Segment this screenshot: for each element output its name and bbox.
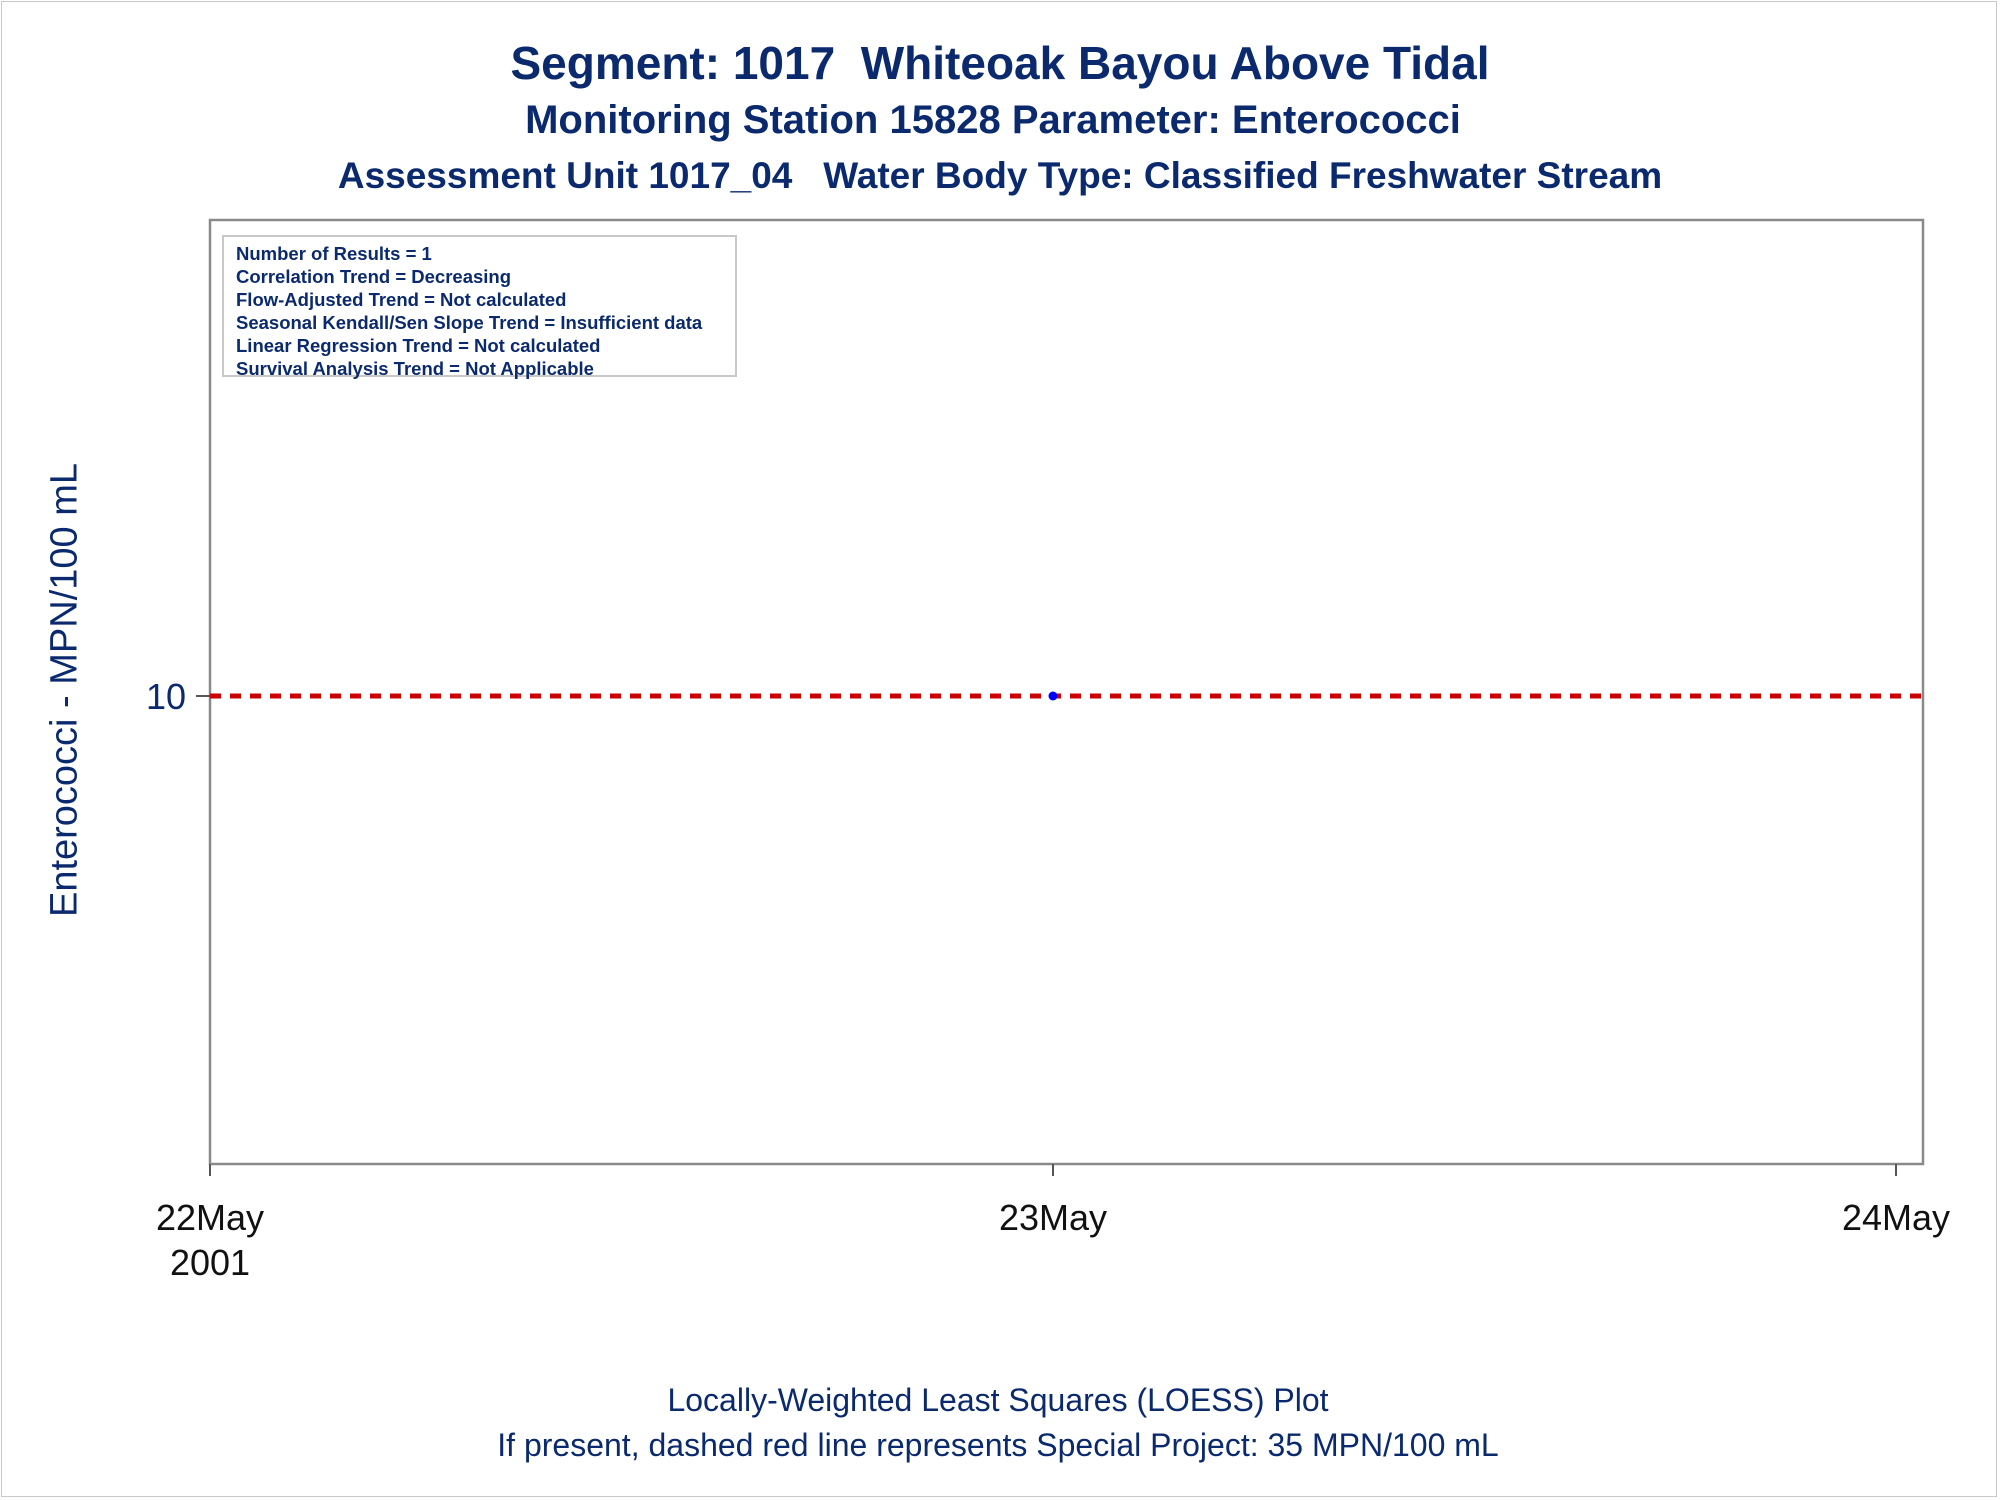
stats-line: Survival Analysis Trend = Not Applicable [236,358,594,379]
stats-line: Number of Results = 1 [236,243,432,264]
x-tick-sublabel: 2001 [170,1242,250,1283]
stats-line: Linear Regression Trend = Not calculated [236,335,601,356]
stats-line: Seasonal Kendall/Sen Slope Trend = Insuf… [236,312,703,333]
trend-stats-box: Number of Results = 1 Correlation Trend … [222,235,737,379]
y-axis-label: Enterococci - MPN/100 mL [43,462,86,918]
chart-subtitle-2: Assessment Unit 1017_04 Water Body Type:… [337,155,1663,196]
stats-line: Correlation Trend = Decreasing [236,266,512,287]
stats-line: Flow-Adjusted Trend = Not calculated [236,289,567,310]
chart-subtitle: Monitoring Station 15828 Parameter: Ente… [525,98,1461,142]
x-tick-label: 23May [999,1197,1107,1238]
x-tick-label: 22May [156,1197,264,1238]
footnote-loess: Locally-Weighted Least Squares (LOESS) P… [667,1382,1329,1418]
chart-title: Segment: 1017 Whiteoak Bayou Above Tidal [510,37,1490,89]
y-tick-label: 10 [146,676,186,717]
data-point [1048,691,1058,701]
x-tick-label: 24May [1842,1197,1950,1238]
footnote-reference-line: If present, dashed red line represents S… [497,1427,1499,1463]
plot-frame [208,218,1925,1166]
